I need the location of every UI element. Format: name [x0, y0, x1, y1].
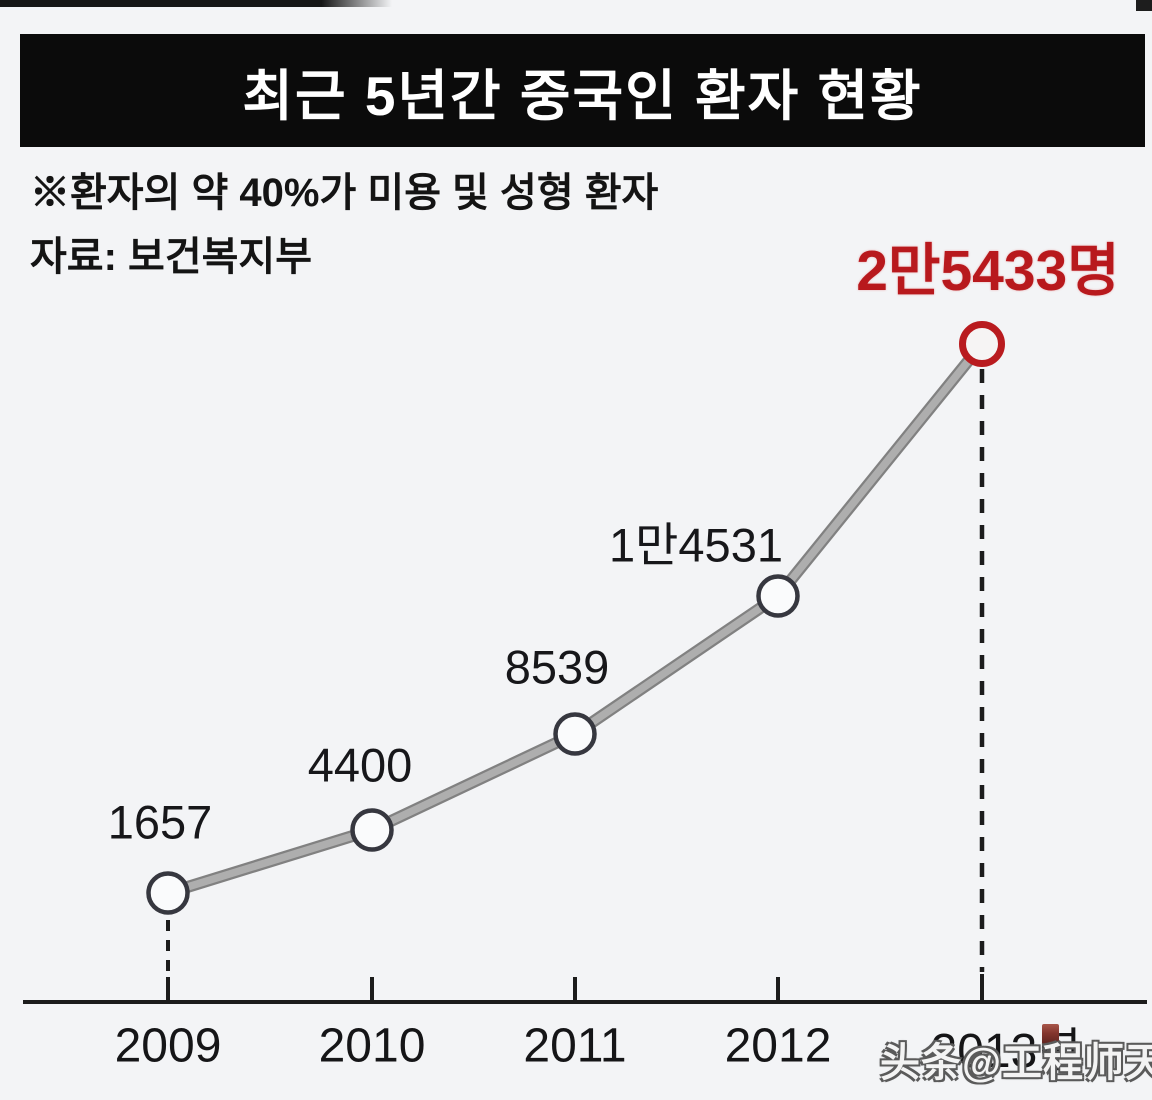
value-label-2013-highlight: 2만5433명	[856, 239, 1120, 303]
x-tick-label-2010: 2010	[318, 1019, 426, 1073]
photo-border-artifact-left	[0, 0, 392, 7]
watermark-text: 头条@工程师天张	[880, 1041, 1152, 1085]
data-source-label: 자료: 보건복지부	[30, 235, 313, 279]
annotation-note: ※환자의 약 40%가 미용 및 성형 환자	[30, 171, 659, 215]
data-point-2009	[146, 871, 190, 915]
value-label-2012: 1만4531	[609, 518, 783, 572]
data-point-2012	[756, 574, 800, 618]
photo-border-artifact-right	[1136, 0, 1152, 11]
page-title: 최근 5년간 중국인 환자 현황	[242, 64, 923, 127]
title-bar: 최근 5년간 중국인 환자 현황	[20, 34, 1145, 147]
watermark-logo-red-square-icon	[1042, 1024, 1059, 1044]
trend-line	[164, 340, 986, 897]
x-tick-label-2011: 2011	[523, 1019, 627, 1073]
data-point-2010	[350, 808, 394, 852]
value-label-2011: 8539	[504, 640, 610, 694]
trend-line-edge	[162, 338, 988, 899]
data-point-2013-highlight	[959, 321, 1005, 367]
x-tick-label-2012: 2012	[724, 1019, 832, 1073]
x-tick-label-2009: 2009	[114, 1019, 222, 1073]
value-label-2010: 4400	[307, 738, 413, 792]
value-label-2009: 1657	[107, 795, 213, 849]
data-point-2011	[553, 712, 597, 756]
